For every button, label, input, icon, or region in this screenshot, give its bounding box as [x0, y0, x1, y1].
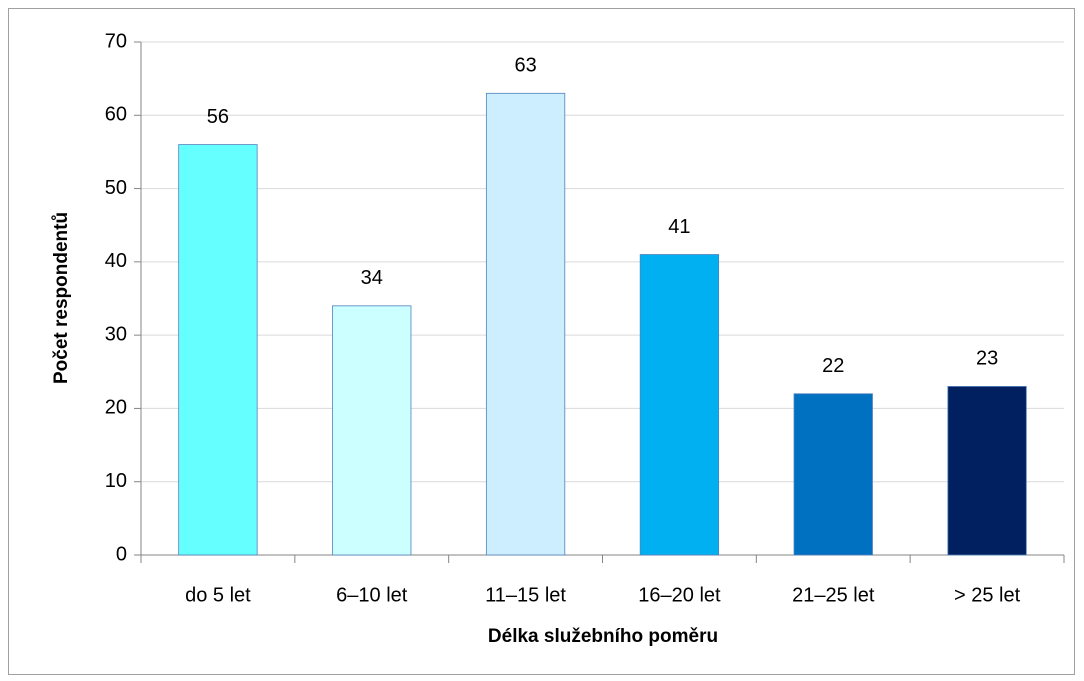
bar: [639, 254, 720, 556]
x-tick-label: do 5 let: [185, 584, 251, 606]
x-tick-label: 16–20 let: [638, 584, 721, 606]
data-label: 63: [514, 55, 536, 77]
data-label: 23: [976, 348, 998, 370]
y-tick-label: 0: [116, 543, 127, 565]
bar: [485, 92, 566, 556]
data-label: 56: [207, 106, 229, 128]
y-tick-label: 60: [105, 104, 127, 126]
data-label: 34: [361, 267, 383, 289]
y-tick-label: 70: [105, 30, 127, 52]
bar: [178, 144, 258, 556]
y-axis-title: Počet respondentů: [51, 212, 72, 384]
x-tick-label: > 25 let: [954, 584, 1021, 606]
y-tick-label: 10: [105, 470, 127, 492]
data-label: 22: [822, 355, 844, 377]
x-tick-label: 11–15 let: [485, 584, 566, 606]
x-tick-label: 6–10 let: [336, 584, 408, 606]
y-tick-label: 40: [105, 250, 127, 272]
y-tick-label: 20: [105, 397, 127, 419]
y-tick-label: 50: [105, 177, 127, 199]
bar: [947, 386, 1027, 556]
y-tick-label: 30: [105, 323, 127, 345]
bar: [793, 393, 873, 556]
x-tick-label: 21–25 let: [792, 584, 875, 606]
data-label: 41: [668, 216, 690, 238]
bar: [332, 305, 412, 556]
x-axis-title: Délka služebního poměru: [488, 626, 718, 647]
